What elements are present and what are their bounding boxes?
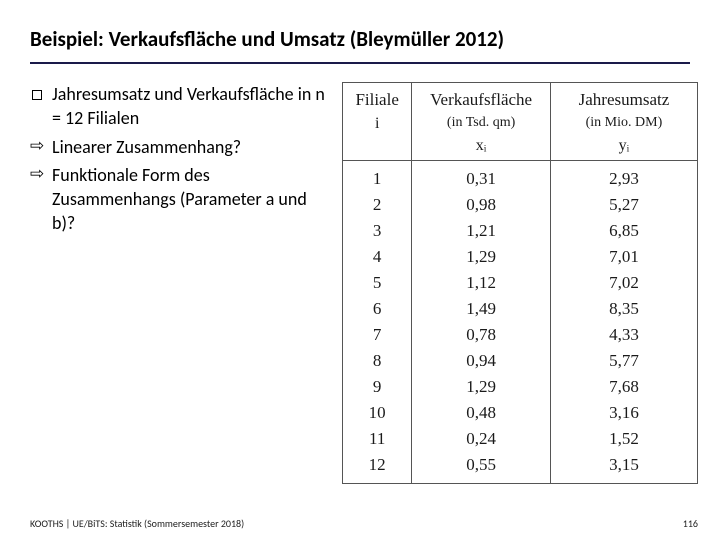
table-row: 20,985,27 [343, 192, 698, 218]
cell-y: 8,35 [550, 296, 697, 322]
table-column: Filiale i Verkaufsfläche (in Tsd. qm) xᵢ… [342, 82, 698, 484]
bullet-item: Linearer Zusammenhang? [30, 135, 330, 159]
cell-y: 7,01 [550, 244, 697, 270]
cell-i: 1 [343, 160, 412, 192]
cell-y: 5,77 [550, 348, 697, 374]
table-row: 10,312,93 [343, 160, 698, 192]
cell-x: 0,94 [412, 348, 551, 374]
table-header: Filiale i [343, 83, 412, 161]
header-sublabel: (in Mio. DM) [586, 115, 663, 130]
cell-y: 3,15 [550, 452, 697, 484]
cell-x: 0,48 [412, 400, 551, 426]
cell-x: 1,49 [412, 296, 551, 322]
table-row: 120,553,15 [343, 452, 698, 484]
header-label: Filiale [355, 90, 398, 109]
cell-y: 2,93 [550, 160, 697, 192]
header-label: Jahresumsatz [579, 90, 670, 109]
cell-x: 0,78 [412, 322, 551, 348]
cell-i: 2 [343, 192, 412, 218]
cell-i: 9 [343, 374, 412, 400]
table-row: 41,297,01 [343, 244, 698, 270]
table-row: 31,216,85 [343, 218, 698, 244]
cell-x: 1,12 [412, 270, 551, 296]
cell-y: 7,68 [550, 374, 697, 400]
cell-i: 4 [343, 244, 412, 270]
data-table: Filiale i Verkaufsfläche (in Tsd. qm) xᵢ… [342, 82, 698, 484]
table-row: 100,483,16 [343, 400, 698, 426]
table-row: 70,784,33 [343, 322, 698, 348]
table-row: 91,297,68 [343, 374, 698, 400]
cell-x: 0,31 [412, 160, 551, 192]
cell-y: 5,27 [550, 192, 697, 218]
cell-i: 5 [343, 270, 412, 296]
header-sublabel: (in Tsd. qm) [447, 115, 515, 130]
cell-y: 6,85 [550, 218, 697, 244]
table-row: 51,127,02 [343, 270, 698, 296]
table-row: 80,945,77 [343, 348, 698, 374]
content-area: Jahresumsatz und Verkaufsfläche in n = 1… [0, 64, 720, 484]
header-symbol: yᵢ [559, 132, 689, 156]
cell-x: 0,98 [412, 192, 551, 218]
cell-i: 12 [343, 452, 412, 484]
cell-i: 8 [343, 348, 412, 374]
table-header: Jahresumsatz (in Mio. DM) yᵢ [550, 83, 697, 161]
cell-i: 3 [343, 218, 412, 244]
footer: KOOTHS | UE/BiTS: Statistik (Sommersemes… [30, 517, 698, 530]
table-row: 110,241,52 [343, 426, 698, 452]
header-label: Verkaufsfläche [430, 90, 532, 109]
bullet-item: Funktionale Form des Zusammenhangs (Para… [30, 163, 330, 236]
cell-y: 1,52 [550, 426, 697, 452]
cell-x: 1,29 [412, 374, 551, 400]
cell-y: 3,16 [550, 400, 697, 426]
footer-left: KOOTHS | UE/BiTS: Statistik (Sommersemes… [30, 517, 244, 530]
cell-y: 7,02 [550, 270, 697, 296]
cell-i: 10 [343, 400, 412, 426]
cell-x: 1,29 [412, 244, 551, 270]
cell-x: 1,21 [412, 218, 551, 244]
cell-i: 6 [343, 296, 412, 322]
cell-x: 0,55 [412, 452, 551, 484]
slide-title: Beispiel: Verkaufsfläche und Umsatz (Ble… [30, 26, 690, 52]
header-symbol: xᵢ [420, 132, 542, 156]
table-row: 61,498,35 [343, 296, 698, 322]
table-header: Verkaufsfläche (in Tsd. qm) xᵢ [412, 83, 551, 161]
bullet-column: Jahresumsatz und Verkaufsfläche in n = 1… [30, 82, 330, 484]
cell-x: 0,24 [412, 426, 551, 452]
header-symbol: i [351, 110, 403, 134]
cell-y: 4,33 [550, 322, 697, 348]
cell-i: 11 [343, 426, 412, 452]
page-number: 116 [683, 517, 698, 530]
bullet-item: Jahresumsatz und Verkaufsfläche in n = 1… [30, 82, 330, 131]
cell-i: 7 [343, 322, 412, 348]
